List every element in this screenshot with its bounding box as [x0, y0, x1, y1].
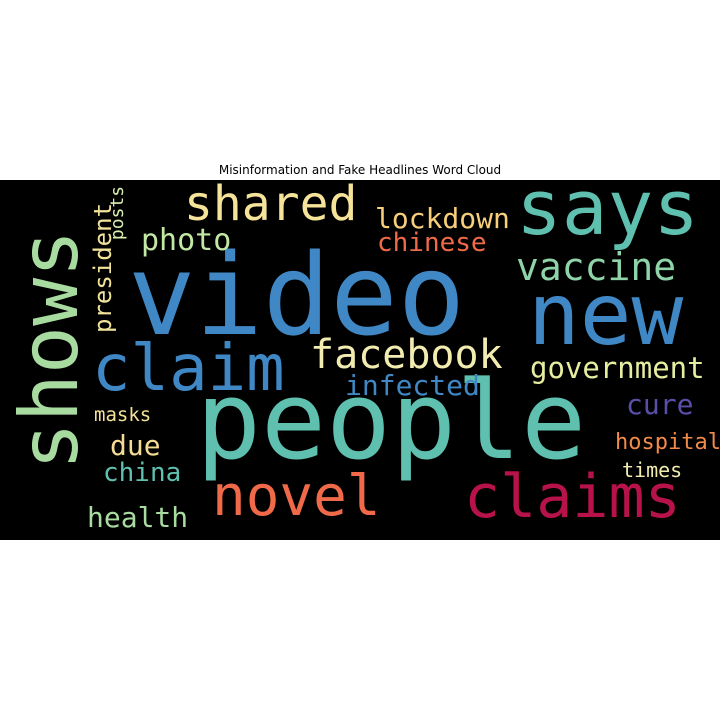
word-claims: claims — [464, 462, 681, 532]
word-times: times — [622, 458, 683, 482]
word-infected: infected — [345, 369, 480, 402]
word-vaccine: vaccine — [516, 245, 677, 289]
word-government: government — [530, 351, 705, 385]
word-says: says — [516, 180, 700, 252]
word-masks: masks — [94, 404, 152, 426]
word-novel: novel — [212, 464, 381, 529]
figure-title: Misinformation and Fake Headlines Word C… — [218, 163, 502, 177]
word-shared: shared — [184, 180, 358, 232]
word-photo: photo — [141, 223, 232, 258]
word-people: people — [196, 359, 587, 484]
word-cure: cure — [626, 388, 694, 421]
word-new: new — [528, 265, 684, 365]
word-cloud: video people shows new says claim claims… — [0, 180, 720, 540]
word-due: due — [110, 429, 161, 462]
word-video: video — [128, 231, 466, 361]
word-china: china — [103, 458, 182, 488]
word-health: health — [87, 501, 189, 534]
word-hospital: hospital — [615, 430, 720, 455]
word-posts: posts — [107, 185, 128, 241]
word-chinese: chinese — [377, 228, 487, 258]
word-lockdown: lockdown — [375, 202, 510, 235]
word-claim: claim — [92, 332, 285, 406]
word-shows: shows — [3, 229, 96, 471]
word-facebook: facebook — [310, 332, 503, 378]
